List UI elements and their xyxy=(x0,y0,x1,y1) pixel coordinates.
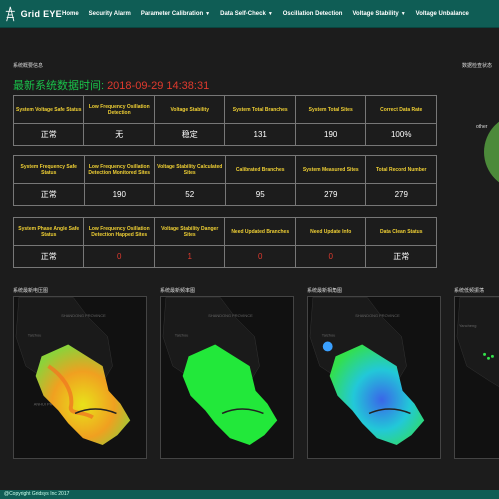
map-title-frequency: 系统最新频率图 xyxy=(160,288,196,294)
table-header: System Phase Angle Safe Status xyxy=(12,217,85,246)
map-city-label: Taizhou xyxy=(28,333,42,338)
tower-icon xyxy=(5,6,15,21)
nav-parameter-calibration[interactable]: Parameter Calibration ▼ xyxy=(141,11,210,17)
nav-home-label: Home xyxy=(62,10,79,17)
map-city-label: Yancheng xyxy=(459,323,476,328)
latest-data-time: 最新系统数据时间: 2018-09-29 14:38:31 xyxy=(13,77,209,93)
caret-down-icon: ▼ xyxy=(400,10,406,17)
table-header: Data Clean Status xyxy=(365,217,437,246)
map-title-voltage: 系统最新电压图 xyxy=(13,288,49,294)
table-header: Low Frequency Osillation Detection xyxy=(83,95,155,124)
table-cell: 190 xyxy=(83,183,155,206)
nav-security-alarm[interactable]: Security Alarm xyxy=(89,11,131,17)
table-cell: 0 xyxy=(83,245,155,268)
map-region-label: SHANDONG PROVINCE xyxy=(208,313,253,318)
voltage-map[interactable]: SHANDONG PROVINCE Taizhou ANHUI PROVINCE xyxy=(13,296,147,459)
map-title-phase-angle: 系统最新相角图 xyxy=(307,288,343,294)
status-table-3: System Phase Angle Safe Status Low Frequ… xyxy=(12,217,437,268)
latest-time-label: 最新系统数据时间: xyxy=(13,80,105,92)
table-header: Voltage Stability Calculated Sites xyxy=(154,155,226,184)
latest-time-value: 2018-09-29 14:38:31 xyxy=(107,80,210,92)
nav-voltage-stability[interactable]: Voltage Stability ▼ xyxy=(352,11,405,17)
table-cell: 稳定 xyxy=(153,123,226,146)
pie-title: 数据检查状态 xyxy=(462,63,493,69)
table-cell: 95 xyxy=(224,183,296,206)
table-header: System Total Sites xyxy=(294,95,367,124)
table-cell: 0 xyxy=(224,245,296,268)
table-header: System Voltage Safe Status xyxy=(12,95,85,124)
table-cell: 279 xyxy=(294,183,367,206)
brand-logo[interactable]: Grid EYE xyxy=(0,5,62,23)
table-cell: 正常 xyxy=(13,183,85,206)
oscillation-map[interactable]: Yancheng xyxy=(454,296,499,459)
table-header: Calibrated Branches xyxy=(224,155,296,184)
table-header: Voltage Stability Danger Sites xyxy=(153,217,226,246)
table-cell: 100% xyxy=(365,123,437,146)
nav-oscillation-detection-label: Oscillation Detection xyxy=(282,10,343,17)
map-region-label: SHANDONG PROVINCE xyxy=(355,313,400,318)
table-header: System Measured Sites xyxy=(294,155,367,184)
map-city-label: Taizhou xyxy=(322,333,336,338)
top-nav: Grid EYE Home Security Alarm Parameter C… xyxy=(0,0,499,28)
nav-voltage-stability-label: Voltage Stability xyxy=(352,10,399,17)
table-header: Correct Data Rate xyxy=(365,95,437,124)
table-cell: 52 xyxy=(154,183,226,206)
nav-voltage-unbalance[interactable]: Voltage Unbalance xyxy=(416,11,469,17)
table-cell: 131 xyxy=(224,123,296,146)
phase-angle-map[interactable]: SHANDONG PROVINCE Taizhou xyxy=(307,296,441,459)
table-header: Low Frequency Osillation Detection Monit… xyxy=(83,155,155,184)
nav-security-alarm-label: Security Alarm xyxy=(88,10,131,17)
frequency-map[interactable]: SHANDONG PROVINCE Taizhou xyxy=(160,296,294,459)
nav-oscillation-detection[interactable]: Oscillation Detection xyxy=(283,11,343,17)
section-title: 系统概要信息 xyxy=(13,63,44,69)
table-cell: 正常 xyxy=(12,123,85,146)
table-header: Need Update Info xyxy=(294,217,367,246)
map-province-label: ANHUI PROVINCE xyxy=(34,402,68,407)
table-cell: 0 xyxy=(294,245,367,268)
table-header: Need Updated Branches xyxy=(224,217,296,246)
nav-voltage-unbalance-label: Voltage Unbalance xyxy=(415,10,469,17)
data-check-pie[interactable] xyxy=(482,112,499,192)
table-cell: 1 xyxy=(153,245,226,268)
table-header: Voltage Stability xyxy=(153,95,226,124)
table-header: System Total Branches xyxy=(224,95,296,124)
status-table-1: System Voltage Safe Status Low Frequency… xyxy=(12,95,437,146)
pie-slice[interactable] xyxy=(484,114,499,190)
table-header: Low Frequency Osillation Detection Happe… xyxy=(83,217,155,246)
copyright-text: @Copyright Gridsys Inc 2017 xyxy=(4,491,70,497)
map-title-oscillation: 系统低频振荡 xyxy=(454,288,485,294)
pie-label: other xyxy=(476,124,488,130)
map-region-label: SHANDONG PROVINCE xyxy=(61,313,106,318)
table-cell: 279 xyxy=(365,183,437,206)
nav-data-self-check[interactable]: Data Self-Check ▼ xyxy=(220,11,273,17)
table-cell: 190 xyxy=(294,123,367,146)
status-table-2: System Frequency Safe Status Low Frequen… xyxy=(13,155,437,206)
table-cell: 正常 xyxy=(12,245,85,268)
table-header: Total Record Number xyxy=(365,155,437,184)
caret-down-icon: ▼ xyxy=(267,10,273,17)
caret-down-icon: ▼ xyxy=(205,10,211,17)
table-cell: 无 xyxy=(83,123,155,146)
table-cell: 正常 xyxy=(365,245,437,268)
nav-parameter-calibration-label: Parameter Calibration xyxy=(140,10,204,17)
map-city-label: Taizhou xyxy=(175,333,189,338)
nav-data-self-check-label: Data Self-Check xyxy=(220,10,266,17)
table-header: System Frequency Safe Status xyxy=(13,155,85,184)
footer: @Copyright Gridsys Inc 2017 xyxy=(0,490,499,499)
brand-name: Grid EYE xyxy=(20,8,62,19)
nav-home[interactable]: Home xyxy=(62,11,79,17)
